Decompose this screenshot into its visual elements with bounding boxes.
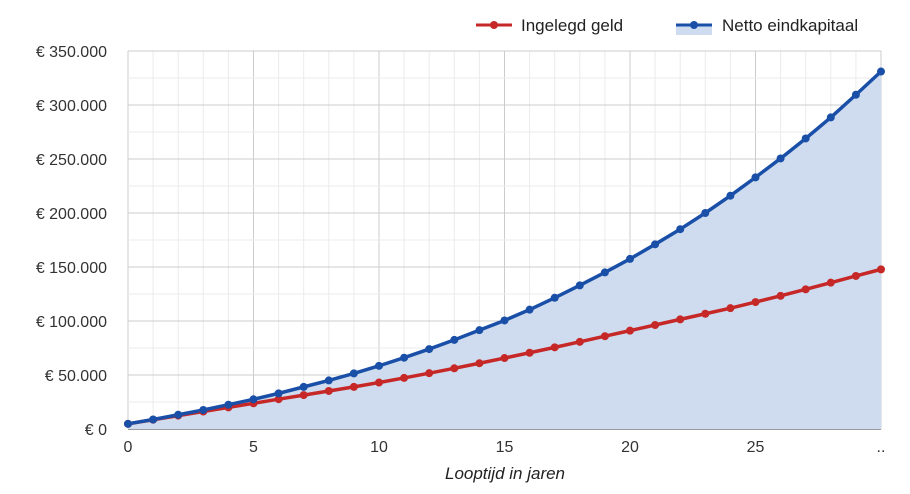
- y-tick-label: € 150.000: [36, 260, 107, 277]
- point-ingelegd-geld[interactable]: [400, 373, 409, 382]
- point-netto-eindkapitaal[interactable]: [299, 382, 308, 391]
- y-tick-label: € 350.000: [36, 44, 107, 61]
- point-ingelegd-geld[interactable]: [324, 386, 333, 395]
- point-netto-eindkapitaal[interactable]: [249, 395, 258, 404]
- point-ingelegd-geld[interactable]: [550, 343, 559, 352]
- legend-fill-netto-eindkapitaal: [676, 25, 712, 35]
- point-ingelegd-geld[interactable]: [826, 278, 835, 287]
- x-tick-label: 10: [370, 439, 388, 456]
- point-ingelegd-geld[interactable]: [375, 378, 383, 387]
- point-netto-eindkapitaal[interactable]: [500, 316, 509, 325]
- point-netto-eindkapitaal[interactable]: [375, 361, 383, 370]
- point-ingelegd-geld[interactable]: [299, 391, 308, 400]
- x-axis-ticks: 0 5 10 15 20 25..: [124, 439, 886, 456]
- x-tick-label: 20: [621, 439, 639, 456]
- point-netto-eindkapitaal[interactable]: [400, 353, 409, 362]
- point-netto-eindkapitaal[interactable]: [425, 345, 434, 354]
- x-tick-label: ..: [877, 439, 886, 456]
- point-ingelegd-geld[interactable]: [525, 348, 534, 357]
- point-netto-eindkapitaal[interactable]: [274, 389, 283, 398]
- area-netto-eindkapitaal: [128, 71, 881, 430]
- y-tick-label: € 0: [85, 422, 107, 439]
- point-netto-eindkapitaal[interactable]: [149, 415, 158, 424]
- point-netto-eindkapitaal[interactable]: [851, 90, 860, 99]
- point-ingelegd-geld[interactable]: [801, 285, 810, 294]
- point-netto-eindkapitaal[interactable]: [801, 134, 810, 143]
- point-ingelegd-geld[interactable]: [851, 271, 860, 280]
- point-netto-eindkapitaal[interactable]: [726, 191, 735, 200]
- point-ingelegd-geld[interactable]: [274, 395, 283, 404]
- y-tick-label: € 100.000: [36, 314, 107, 331]
- point-netto-eindkapitaal[interactable]: [877, 67, 885, 76]
- legend-label-ingelegd-geld: Ingelegd geld: [521, 16, 623, 35]
- legend-marker-ingelegd-geld: [490, 21, 498, 29]
- point-netto-eindkapitaal[interactable]: [701, 209, 710, 217]
- point-netto-eindkapitaal[interactable]: [224, 400, 233, 409]
- point-netto-eindkapitaal[interactable]: [676, 225, 685, 234]
- point-ingelegd-geld[interactable]: [450, 364, 459, 373]
- series-points: [124, 67, 885, 428]
- point-netto-eindkapitaal[interactable]: [349, 369, 358, 378]
- point-ingelegd-geld[interactable]: [425, 369, 434, 378]
- point-netto-eindkapitaal[interactable]: [450, 335, 459, 344]
- point-ingelegd-geld[interactable]: [877, 265, 885, 274]
- point-ingelegd-geld[interactable]: [651, 320, 660, 329]
- point-ingelegd-geld[interactable]: [349, 382, 358, 391]
- point-ingelegd-geld[interactable]: [676, 315, 685, 324]
- point-ingelegd-geld[interactable]: [500, 354, 509, 363]
- legend-item-ingelegd-geld[interactable]: Ingelegd geld: [476, 16, 623, 35]
- point-netto-eindkapitaal[interactable]: [600, 268, 609, 277]
- point-netto-eindkapitaal[interactable]: [575, 281, 584, 290]
- point-netto-eindkapitaal[interactable]: [651, 240, 660, 249]
- x-tick-label: 15: [496, 439, 514, 456]
- point-ingelegd-geld[interactable]: [701, 309, 710, 318]
- x-tick-label: 5: [249, 439, 258, 456]
- y-axis-ticks: € 0 € 50.000 € 100.000 € 150.000 € 200.000 € …: [36, 44, 107, 439]
- point-ingelegd-geld[interactable]: [575, 337, 584, 346]
- point-ingelegd-geld[interactable]: [751, 298, 760, 307]
- point-netto-eindkapitaal[interactable]: [550, 293, 559, 302]
- x-tick-label: 0: [124, 439, 133, 456]
- x-axis-label: Looptijd in jaren: [445, 464, 565, 483]
- point-ingelegd-geld[interactable]: [726, 304, 735, 313]
- point-ingelegd-geld[interactable]: [600, 332, 609, 341]
- x-tick-label: 25: [747, 439, 765, 456]
- legend-label-netto-eindkapitaal: Netto eindkapitaal: [722, 16, 858, 35]
- y-tick-label: € 200.000: [36, 206, 107, 223]
- legend-marker-netto-eindkapitaal: [690, 21, 698, 29]
- y-tick-label: € 250.000: [36, 152, 107, 169]
- point-netto-eindkapitaal[interactable]: [525, 305, 534, 314]
- point-netto-eindkapitaal[interactable]: [626, 254, 634, 263]
- legend: Ingelegd geld Netto eindkapitaal: [476, 16, 858, 35]
- point-netto-eindkapitaal[interactable]: [174, 410, 183, 419]
- point-netto-eindkapitaal[interactable]: [751, 173, 760, 182]
- y-tick-label: € 50.000: [45, 368, 107, 385]
- point-ingelegd-geld[interactable]: [626, 326, 634, 335]
- y-tick-label: € 300.000: [36, 98, 107, 115]
- legend-item-netto-eindkapitaal[interactable]: Netto eindkapitaal: [676, 16, 858, 35]
- area-fill-layer: [128, 71, 881, 430]
- point-ingelegd-geld[interactable]: [475, 359, 484, 368]
- point-netto-eindkapitaal[interactable]: [826, 113, 835, 122]
- point-netto-eindkapitaal[interactable]: [776, 154, 785, 163]
- point-netto-eindkapitaal[interactable]: [475, 326, 484, 335]
- point-netto-eindkapitaal[interactable]: [199, 405, 208, 414]
- point-netto-eindkapitaal[interactable]: [124, 419, 132, 428]
- point-netto-eindkapitaal[interactable]: [324, 376, 333, 385]
- point-ingelegd-geld[interactable]: [776, 291, 785, 300]
